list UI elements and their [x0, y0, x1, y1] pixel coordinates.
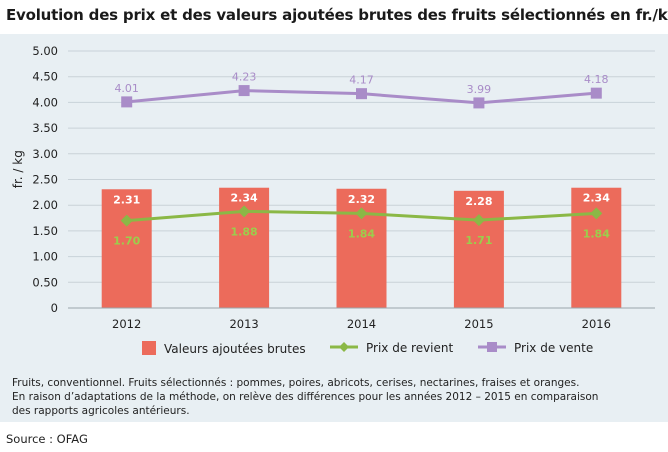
bar-2012: [101, 189, 152, 308]
y-tick-label: 4.00: [32, 95, 58, 109]
price-point-2014: [356, 88, 367, 100]
bar-value-label: 2.34: [231, 192, 258, 205]
y-axis-title: fr. / kg: [11, 150, 25, 188]
chart-notes: Fruits, conventionnel. Fruits sélectionn…: [12, 376, 598, 418]
source-text: Source : OFAG: [6, 432, 88, 446]
chart-title: Evolution des prix et des valeurs ajouté…: [6, 6, 668, 24]
cost-value-label: 1.84: [348, 227, 375, 240]
legend-price: Prix de vente: [478, 341, 593, 355]
price-point-2012: [121, 96, 133, 108]
price-point-2016: [590, 87, 602, 99]
cost-point-2014: [355, 207, 368, 220]
price-value-label: 4.01: [114, 82, 139, 95]
x-tick-label: 2013: [229, 317, 258, 331]
cost-point-2015: [472, 214, 485, 227]
cost-value-label: 1.71: [465, 234, 492, 247]
y-tick-label: 3.50: [32, 121, 58, 135]
price-value-label: 3.99: [467, 83, 492, 96]
x-tick-label: 2016: [582, 317, 611, 331]
x-tick-label: 2014: [347, 317, 376, 331]
bar-value-label: 2.34: [583, 192, 610, 205]
legend-price-swatch: [478, 342, 506, 352]
y-tick-label: 2.50: [32, 173, 58, 187]
legend-cost-swatch: [330, 342, 358, 352]
cost-point-2012: [120, 214, 133, 227]
cost-point-2013: [238, 205, 251, 218]
y-tick-label: 0.50: [32, 275, 58, 289]
price-value-label: 4.17: [349, 74, 374, 87]
note-line: Fruits, conventionnel. Fruits sélectionn…: [12, 377, 580, 389]
y-tick-label: 2.00: [32, 198, 58, 212]
bar-2015: [453, 190, 504, 308]
bar-value-label: 2.31: [113, 193, 140, 206]
x-tick-label: 2012: [112, 317, 141, 331]
price-point-2013: [238, 85, 250, 97]
cost-value-label: 1.88: [231, 225, 258, 238]
x-tick-label: 2015: [464, 317, 493, 331]
cost-value-label: 1.70: [113, 235, 140, 248]
legend-cost: Prix de revient: [330, 341, 453, 355]
legend-price-label: Prix de vente: [514, 341, 594, 355]
price-value-label: 4.23: [232, 71, 257, 84]
y-tick-label: 4.50: [32, 70, 58, 84]
bar-2014: [336, 188, 387, 308]
legend-bars: Valeurs ajoutées brutes: [142, 341, 306, 356]
bar-2016: [571, 187, 622, 308]
y-tick-label: 0: [51, 301, 58, 315]
note-line: des rapports agricoles antérieurs.: [12, 405, 190, 417]
bar-value-label: 2.32: [348, 193, 375, 206]
price-point-2015: [473, 97, 485, 109]
y-tick-label: 5.00: [32, 44, 58, 58]
legend-bars-label: Valeurs ajoutées brutes: [164, 342, 306, 356]
cost-value-label: 1.84: [583, 227, 610, 240]
legend-bars-swatch: [142, 341, 156, 355]
price-value-label: 4.18: [584, 73, 609, 86]
note-line: En raison d’adaptations de la méthode, o…: [12, 391, 599, 403]
legend-cost-label: Prix de revient: [366, 341, 454, 355]
y-tick-label: 1.00: [32, 250, 58, 264]
bar-value-label: 2.28: [465, 195, 492, 208]
chart-area: 0 0.50 1.00 1.50 2.00 2.50 3.00 3.50 4.00 4.50 5.0…: [11, 44, 655, 331]
cost-point-2016: [590, 207, 603, 220]
y-tick-label: 3.00: [32, 147, 58, 161]
y-tick-label: 1.50: [32, 224, 58, 238]
